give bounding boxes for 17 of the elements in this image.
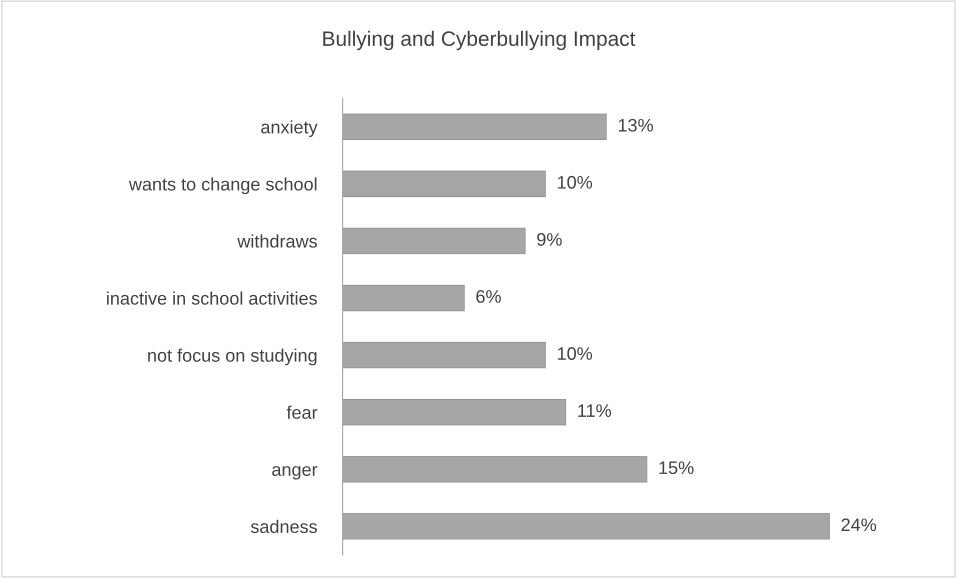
- y-tick-label: anxiety: [261, 120, 318, 138]
- y-tick-label: wants to change school: [128, 177, 316, 194]
- data-label: 13%: [618, 118, 653, 132]
- y-tick-label: anger: [272, 466, 318, 480]
- y-tick-label: sadness: [250, 520, 317, 534]
- y-tick-label: withdraws: [237, 234, 317, 248]
- data-label: 10%: [558, 347, 592, 360]
- data-label: 15%: [659, 461, 694, 474]
- data-label: 6%: [476, 290, 501, 303]
- data-label: 11%: [578, 404, 612, 417]
- data-label: 9%: [537, 233, 562, 246]
- y-tick-label: fear: [286, 406, 318, 419]
- y-tick-label: not focus on studying: [148, 348, 316, 366]
- data-label: 10%: [558, 176, 592, 189]
- y-tick-label: inactive in school activities: [107, 291, 317, 305]
- chart-title: Bullying and Cyberbullying Impact: [323, 30, 636, 50]
- data-label: 24%: [842, 518, 876, 532]
